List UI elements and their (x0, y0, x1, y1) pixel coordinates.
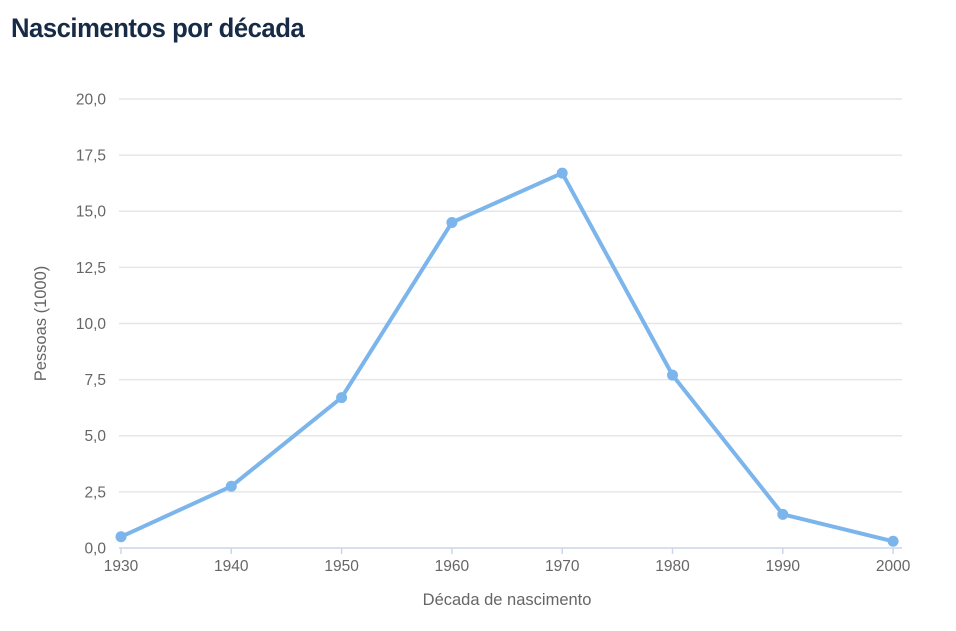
data-point[interactable] (777, 508, 789, 520)
data-point[interactable] (336, 392, 348, 404)
x-tick-label: 1990 (766, 558, 801, 575)
x-axis-title: Década de nascimento (423, 591, 592, 609)
x-tick-label: 1930 (104, 558, 139, 575)
x-tick-label: 1950 (324, 558, 359, 575)
y-tick-label: 2,5 (84, 484, 106, 501)
y-tick-label: 15,0 (76, 204, 107, 221)
y-axis-title: Pessoas (1000) (32, 266, 50, 382)
data-point[interactable] (887, 535, 899, 547)
data-point[interactable] (556, 167, 568, 179)
chart-title: Nascimentos por década (11, 13, 305, 43)
y-tick-label: 20,0 (76, 91, 107, 108)
data-point[interactable] (667, 369, 678, 381)
data-point[interactable] (225, 480, 237, 492)
y-tick-label: 17,5 (76, 148, 106, 165)
x-tick-label: 1940 (214, 558, 249, 575)
y-tick-label: 10,0 (76, 316, 107, 333)
x-tick-label: 1960 (435, 558, 470, 575)
data-point[interactable] (115, 531, 127, 543)
y-tick-label: 5,0 (84, 428, 106, 445)
y-tick-label: 12,5 (76, 260, 106, 277)
series-line (119, 171, 896, 544)
y-tick-label: 7,5 (84, 372, 106, 389)
x-tick-label: 2000 (876, 558, 911, 575)
x-tick-label: 1970 (545, 558, 580, 575)
data-point[interactable] (446, 216, 458, 228)
x-tick-label: 1980 (655, 558, 690, 575)
y-tick-label: 0,0 (84, 540, 106, 557)
